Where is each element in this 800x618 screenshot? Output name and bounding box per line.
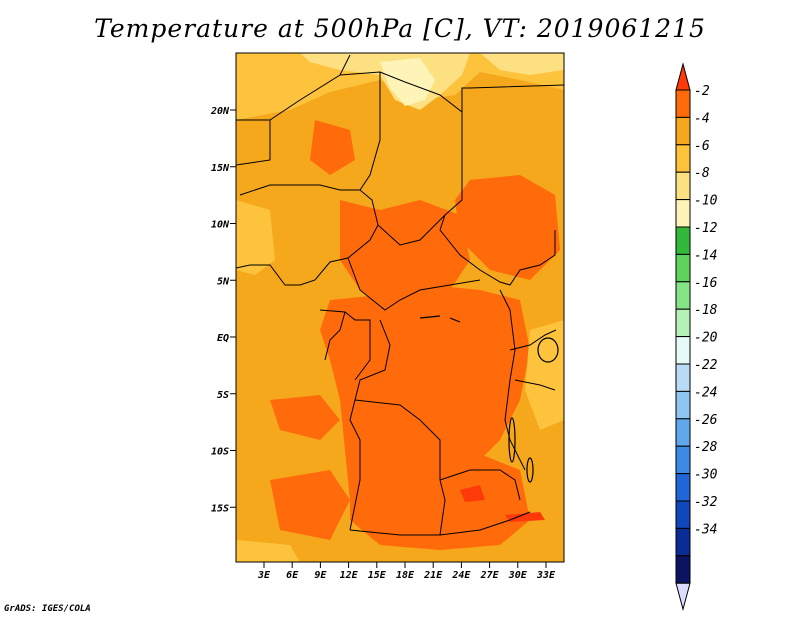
field-coolest-north (380, 58, 435, 106)
longitude-axis: 3E 6E 9E 12E 15E 18E 21E 24E 27E 30E 33E (257, 562, 556, 581)
lat-tick-label: 5S (217, 390, 229, 401)
colorbar-label: -14 (694, 248, 717, 263)
field-warm-south (350, 430, 530, 550)
latitude-axis: 20N 15N 10N 5N EQ 5S 10S 15S (210, 106, 236, 514)
lat-tick-label: EQ (217, 333, 229, 344)
lon-tick-label: 9E (314, 570, 327, 581)
colorbar-label: -4 (694, 111, 710, 126)
colorbar: -2 -4 -6 -8 -10 -12 -14 -16 -18 -20 -22 -24 -26 -28 -3… (675, 62, 718, 612)
field-cooler-north (300, 53, 470, 110)
field-hot-patch (460, 485, 485, 502)
field-warm-northeast (455, 175, 560, 280)
field-cooler-northeast (480, 53, 564, 75)
lon-tick-label: 6E (286, 570, 299, 581)
colorbar-segment (675, 555, 691, 584)
field-hot-patch-2 (505, 512, 545, 522)
lon-tick-label: 12E (340, 570, 359, 581)
colorbar-segment (675, 281, 691, 310)
colorbar-segment (675, 144, 691, 173)
colorbar-segment (675, 500, 691, 529)
field-warm-west (270, 395, 340, 440)
footer-credit: GrADS: IGES/COLA (4, 604, 91, 614)
colorbar-segment (675, 363, 691, 392)
field-cool-west-coast (236, 200, 275, 275)
colorbar-segment (675, 171, 691, 201)
colorbar-top-arrow (675, 62, 691, 91)
field-cool-east (525, 320, 564, 430)
lon-tick-label: 15E (368, 570, 387, 581)
lon-tick-label: 21E (423, 570, 443, 581)
colorbar-bottom-arrow (675, 582, 691, 612)
colorbar-label: -12 (694, 221, 718, 236)
lon-tick-label: 30E (508, 570, 528, 581)
lon-tick-label: 33E (536, 570, 556, 581)
colorbar-segment (675, 226, 691, 255)
field-warm-southwest (270, 470, 350, 540)
lon-tick-label: 18E (396, 570, 415, 581)
colorbar-segment (675, 473, 691, 502)
map-frame (235, 52, 565, 563)
colorbar-label: -16 (694, 276, 718, 291)
country-borders (236, 54, 564, 536)
lat-tick-label: 15S (211, 503, 229, 514)
field-warm-north (310, 120, 355, 175)
map-title: Temperature at 500hPa [C], VT: 201906121… (94, 14, 706, 43)
colorbar-label: -18 (694, 303, 718, 318)
colorbar-segment (675, 308, 691, 338)
colorbar-segment (675, 336, 691, 365)
lat-tick-label: 10S (211, 447, 229, 458)
temperature-field (236, 53, 564, 562)
lat-tick-label: 10N (211, 220, 230, 231)
lat-tick-label: 20N (210, 106, 230, 117)
field-cool-southwest (236, 540, 300, 562)
lon-tick-label: 27E (480, 570, 500, 581)
colorbar-segment (675, 390, 691, 420)
colorbar-segment (675, 418, 691, 447)
colorbar-label: -2 (694, 84, 710, 99)
colorbar-segment (675, 253, 691, 283)
colorbar-segment (675, 527, 691, 557)
lon-tick-label: 24E (451, 570, 471, 581)
lon-tick-label: 3E (257, 570, 271, 581)
colorbar-label: -6 (694, 139, 710, 154)
colorbar-segment (675, 199, 691, 228)
colorbar-label: -28 (694, 440, 718, 455)
lat-tick-label: 15N (211, 163, 230, 174)
lake-outlines (419, 315, 559, 483)
colorbar-segment (675, 116, 691, 146)
field-warm-center (340, 200, 470, 310)
lat-tick-label: 5N (217, 276, 230, 287)
colorbar-label: -10 (694, 194, 718, 209)
colorbar-label: -24 (694, 385, 717, 400)
colorbar-segment (675, 445, 691, 475)
colorbar-label: -26 (694, 413, 718, 428)
colorbar-segment (675, 89, 691, 118)
colorbar-label: -20 (694, 331, 718, 346)
colorbar-label: -32 (694, 495, 718, 510)
colorbar-label: -34 (694, 522, 717, 537)
colorbar-label: -22 (694, 358, 718, 373)
colorbar-label: -8 (694, 166, 710, 181)
colorbar-label: -30 (694, 468, 718, 483)
